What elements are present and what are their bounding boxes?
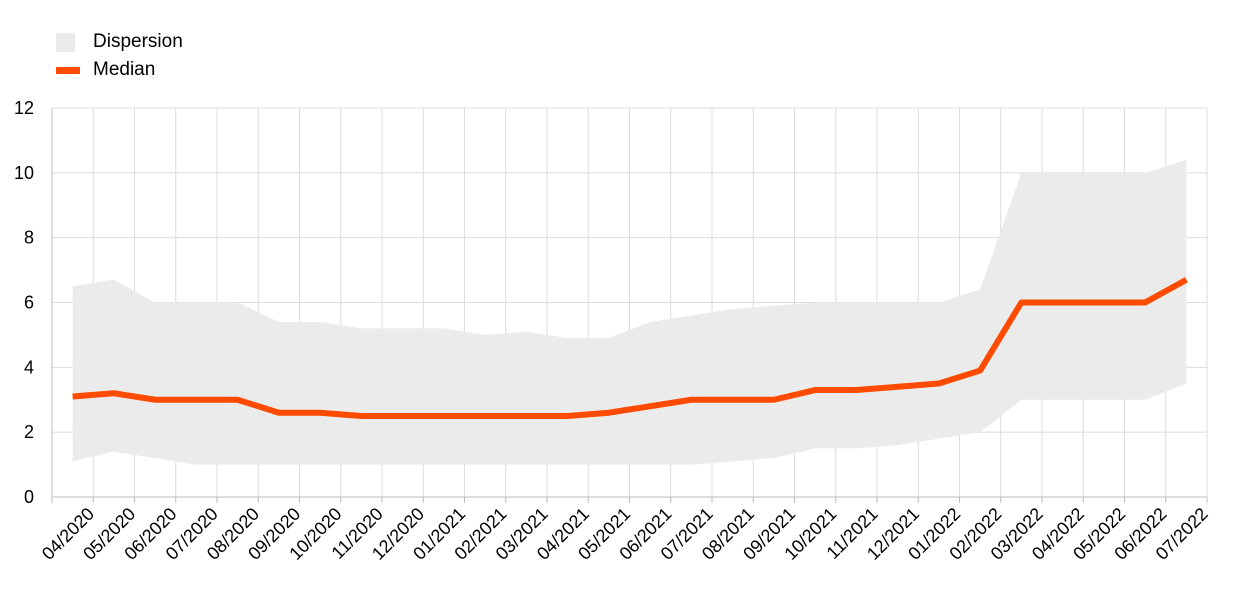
- x-tick-labels: 04/202005/202006/202007/202008/202009/20…: [38, 504, 1212, 564]
- median-line: [72, 277, 1188, 419]
- legend-label-median: Median: [93, 59, 156, 80]
- legend-item-dispersion: Dispersion: [56, 28, 183, 56]
- axes: [51, 108, 1208, 503]
- legend-item-median: Median: [56, 56, 183, 84]
- y-tick-label: 4: [24, 357, 34, 377]
- y-tick-label: 0: [24, 487, 34, 507]
- y-tick-label: 6: [24, 293, 34, 313]
- y-tick-label: 2: [24, 422, 34, 442]
- legend-label-dispersion: Dispersion: [93, 31, 183, 52]
- median-series-line: [72, 277, 1188, 419]
- chart-legend: Dispersion Median: [56, 28, 183, 84]
- dispersion-swatch: [56, 32, 75, 52]
- y-tick-label: 12: [14, 98, 34, 118]
- y-tick-label: 8: [24, 228, 34, 248]
- y-tick-labels: 0 2 4 6 8 10 12: [14, 98, 34, 507]
- y-tick-label: 10: [14, 163, 34, 183]
- median-swatch: [56, 66, 80, 74]
